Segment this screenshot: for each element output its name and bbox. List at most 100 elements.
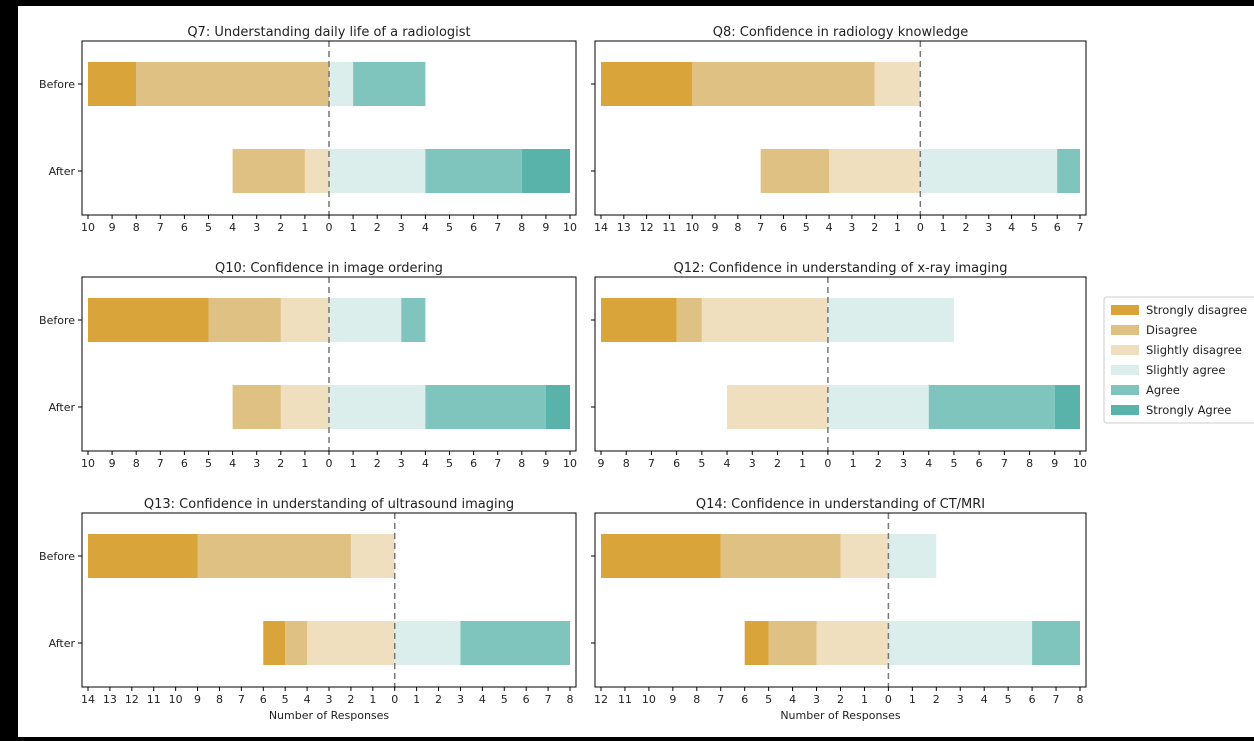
x-tick-label: 1 [350, 457, 357, 470]
x-tick-label: 4 [789, 693, 796, 706]
bar-segment [888, 621, 1033, 665]
x-tick-label: 6 [181, 457, 188, 470]
bar-segment [136, 62, 329, 106]
x-tick-label: 9 [712, 221, 719, 234]
bar-segment [329, 385, 426, 429]
x-tick-label: 10 [81, 457, 95, 470]
bar-segment [263, 621, 286, 665]
legend-label: Agree [1146, 383, 1180, 397]
axes-frame [594, 40, 1087, 216]
x-tick-label: 4 [422, 221, 429, 234]
x-tick-label: 7 [494, 221, 501, 234]
x-tick-label: 8 [693, 693, 700, 706]
x-tick-label: 2 [277, 221, 284, 234]
chart-title: Q14: Confidence in understanding of CT/M… [696, 497, 985, 512]
x-tick-label: 6 [181, 221, 188, 234]
bar-segment [521, 149, 570, 193]
chart-legend: Strongly disagree Disagree Slightly disagr… [1103, 296, 1254, 424]
x-tick-label: 3 [253, 221, 260, 234]
x-tick-label: 6 [523, 693, 530, 706]
x-tick-label: 5 [1031, 221, 1038, 234]
x-tick-label: 2 [435, 693, 442, 706]
x-tick-label: 7 [757, 221, 764, 234]
x-tick-label: 3 [848, 221, 855, 234]
x-tick-label: 12 [125, 693, 139, 706]
x-tick-label: 10 [563, 221, 577, 234]
chart-title: Q13: Confidence in understanding of ultr… [144, 497, 514, 512]
x-tick-label: 9 [542, 221, 549, 234]
bar-segment [727, 385, 828, 429]
bar-segment [280, 298, 329, 342]
x-tick-label: 1 [850, 457, 857, 470]
bar-segment [285, 621, 308, 665]
x-tick-label: 3 [957, 693, 964, 706]
chart-panel-5: Q13: Confidence in understanding of ultr… [39, 497, 577, 722]
x-tick-label: 8 [567, 693, 574, 706]
x-tick-label: 11 [662, 221, 676, 234]
chart-panel-3: Q10: Confidence in image ordering Before A… [39, 261, 577, 470]
bar-segment [601, 534, 721, 578]
x-tick-label: 0 [326, 457, 333, 470]
x-tick-label: 1 [301, 457, 308, 470]
x-tick-label: 5 [446, 221, 453, 234]
y-tick-label: Before [39, 78, 75, 91]
x-tick-label: 9 [109, 457, 116, 470]
x-tick-label: 12 [640, 221, 654, 234]
x-tick-label: 7 [1001, 457, 1008, 470]
x-tick-label: 6 [1054, 221, 1061, 234]
x-tick-label: 1 [861, 693, 868, 706]
bar-segment [329, 62, 354, 106]
x-tick-label: 2 [347, 693, 354, 706]
bar-segment [304, 149, 329, 193]
bar-segment [88, 62, 137, 106]
bar-segment [692, 62, 875, 106]
x-tick-label: 6 [1029, 693, 1036, 706]
x-tick-label: 11 [147, 693, 161, 706]
legend-label: Strongly Agree [1146, 403, 1231, 417]
bar-segment [425, 385, 546, 429]
x-tick-label: 6 [260, 693, 267, 706]
chart-title: Q10: Confidence in image ordering [215, 261, 443, 276]
bar-segment [676, 298, 702, 342]
x-tick-label: 1 [940, 221, 947, 234]
bar-segment [425, 149, 522, 193]
x-tick-label: 0 [824, 457, 831, 470]
legend-swatch [1111, 365, 1139, 375]
bar-segment [280, 385, 329, 429]
x-tick-label: 2 [277, 457, 284, 470]
x-tick-label: 0 [917, 221, 924, 234]
chart-panel-1: Q7: Understanding daily life of a radiol… [39, 25, 577, 234]
x-tick-label: 8 [216, 693, 223, 706]
bar-segment [720, 534, 841, 578]
x-tick-label: 6 [470, 457, 477, 470]
legend-label: Slightly agree [1146, 363, 1225, 377]
x-tick-label: 10 [563, 457, 577, 470]
x-tick-label: 0 [885, 693, 892, 706]
x-tick-label: 8 [133, 457, 140, 470]
x-axis-label: Number of Responses [780, 709, 901, 722]
chart-title: Q8: Confidence in radiology knowledge [713, 25, 968, 40]
x-tick-label: 0 [391, 693, 398, 706]
x-tick-label: 1 [909, 693, 916, 706]
bar-segment [307, 621, 395, 665]
x-tick-label: 3 [457, 693, 464, 706]
x-tick-label: 11 [618, 693, 632, 706]
x-tick-label: 10 [1073, 457, 1087, 470]
x-tick-label: 1 [894, 221, 901, 234]
legend-swatch [1111, 405, 1139, 415]
x-tick-label: 3 [985, 221, 992, 234]
x-tick-label: 8 [518, 221, 525, 234]
bar-segment [401, 298, 426, 342]
x-tick-label: 5 [803, 221, 810, 234]
x-tick-label: 6 [673, 457, 680, 470]
bar-segment [829, 149, 921, 193]
bar-segment [1057, 149, 1080, 193]
bar-segment [827, 298, 954, 342]
legend-swatch [1111, 385, 1139, 395]
chart-panel-6: Q14: Confidence in understanding of CT/M… [591, 497, 1087, 722]
y-tick-label: After [49, 165, 76, 178]
x-tick-label: 3 [398, 221, 405, 234]
bar-segment [232, 385, 281, 429]
bar-segment [197, 534, 351, 578]
